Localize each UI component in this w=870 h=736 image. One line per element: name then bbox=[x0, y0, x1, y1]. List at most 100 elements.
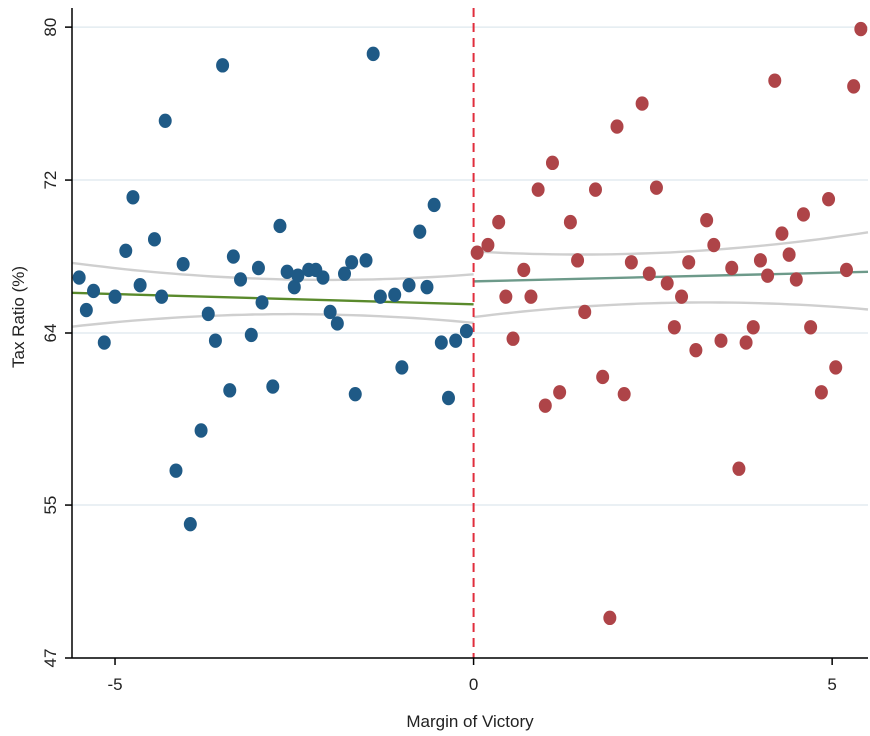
right-data-point bbox=[610, 119, 624, 134]
left-data-point bbox=[273, 218, 287, 234]
left-data-point bbox=[79, 302, 93, 318]
left-data-point bbox=[395, 360, 409, 375]
right-data-point bbox=[804, 320, 818, 335]
left-data-point bbox=[255, 295, 269, 310]
right-data-point bbox=[649, 180, 663, 195]
left-data-point bbox=[427, 197, 441, 213]
right-data-point bbox=[675, 289, 689, 304]
left-data-point bbox=[183, 516, 197, 532]
right-data-point bbox=[588, 182, 602, 197]
axes: 47 55 64 72 80 -5 0 5 bbox=[41, 8, 868, 694]
x-tick-label: -5 bbox=[107, 675, 122, 694]
left-data-point bbox=[226, 249, 240, 264]
right-data-point bbox=[768, 73, 782, 88]
left-data-point bbox=[323, 304, 337, 320]
right-data-point bbox=[707, 237, 721, 253]
confidence-bands bbox=[71, 231, 869, 328]
left-fit-line bbox=[71, 291, 474, 306]
left-data-point bbox=[223, 383, 237, 398]
right-data-point bbox=[782, 247, 796, 262]
right-data-point bbox=[524, 289, 538, 304]
left-data-point bbox=[359, 253, 373, 268]
left-data-point bbox=[338, 266, 352, 281]
left-data-point bbox=[194, 423, 208, 438]
left-data-point bbox=[316, 270, 330, 285]
left-lower-band bbox=[71, 312, 474, 328]
right-data-point bbox=[714, 333, 728, 348]
x-axis-title: Margin of Victory bbox=[406, 712, 534, 731]
right-data-point bbox=[635, 96, 649, 111]
left-data-point bbox=[280, 264, 294, 280]
right-data-point bbox=[689, 343, 703, 358]
right-data-point bbox=[642, 266, 656, 281]
left-data-point bbox=[176, 256, 190, 272]
left-data-point bbox=[201, 306, 215, 322]
y-tick-label: 64 bbox=[41, 324, 60, 343]
right-data-point bbox=[829, 360, 843, 375]
left-data-point bbox=[169, 463, 183, 478]
left-data-point bbox=[108, 289, 122, 304]
right-data-point bbox=[775, 226, 789, 241]
right-data-point bbox=[553, 385, 567, 400]
right-data-point bbox=[545, 155, 559, 171]
right-data-point bbox=[563, 214, 577, 230]
x-tick-label: 0 bbox=[469, 675, 478, 694]
y-tick-label: 47 bbox=[41, 649, 60, 668]
right-fit-line bbox=[473, 270, 869, 283]
right-data-point bbox=[667, 320, 681, 335]
left-upper-band bbox=[71, 261, 474, 282]
right-data-point bbox=[814, 385, 828, 400]
right-data-point bbox=[517, 262, 531, 278]
right-data-point bbox=[839, 262, 853, 278]
right-data-point bbox=[822, 191, 836, 207]
y-tick-label: 80 bbox=[41, 18, 60, 37]
right-data-point bbox=[847, 79, 861, 94]
right-data-point bbox=[732, 461, 746, 476]
left-data-point bbox=[97, 335, 111, 350]
right-lower-band bbox=[473, 301, 869, 319]
left-data-point bbox=[208, 333, 222, 348]
left-data-point bbox=[133, 278, 147, 293]
left-data-point bbox=[413, 224, 427, 239]
right-data-point bbox=[481, 237, 495, 253]
left-data-point bbox=[147, 232, 161, 247]
left-data-point bbox=[158, 113, 172, 128]
right-data-point bbox=[789, 272, 803, 287]
left-data-point bbox=[449, 333, 463, 348]
right-data-point bbox=[499, 289, 513, 304]
left-data-point bbox=[244, 327, 258, 343]
left-data-point bbox=[420, 279, 434, 295]
y-tick-label: 55 bbox=[41, 496, 60, 515]
left-data-point bbox=[87, 283, 101, 299]
right-data-point bbox=[531, 182, 545, 197]
left-data-point bbox=[126, 190, 140, 205]
left-data-point bbox=[402, 278, 416, 293]
right-data-point bbox=[854, 21, 868, 37]
left-data-point bbox=[345, 255, 359, 270]
left-data-point bbox=[441, 390, 455, 406]
y-axis-ticks: 47 55 64 72 80 bbox=[41, 18, 72, 668]
right-data-point bbox=[761, 268, 775, 283]
right-data-point bbox=[739, 335, 753, 350]
left-data-point bbox=[434, 335, 448, 350]
right-data-point bbox=[682, 255, 696, 270]
right-data-point bbox=[725, 260, 739, 276]
left-data-point bbox=[373, 289, 387, 304]
left-data-point bbox=[119, 243, 133, 258]
left-data-point bbox=[251, 260, 265, 276]
right-data-point bbox=[660, 276, 674, 291]
x-axis-ticks: -5 0 5 bbox=[107, 658, 837, 694]
right-data-point bbox=[624, 255, 638, 270]
left-data-point bbox=[216, 58, 230, 73]
right-upper-band bbox=[473, 231, 869, 256]
right-data-point bbox=[796, 207, 810, 222]
x-tick-label: 5 bbox=[827, 675, 836, 694]
left-data-point bbox=[459, 323, 473, 339]
left-data-point bbox=[234, 272, 248, 287]
right-data-point bbox=[753, 253, 767, 268]
right-data-point bbox=[578, 304, 592, 320]
left-data-point bbox=[155, 289, 169, 304]
left-data-point bbox=[388, 287, 402, 302]
right-data-point bbox=[746, 320, 760, 335]
